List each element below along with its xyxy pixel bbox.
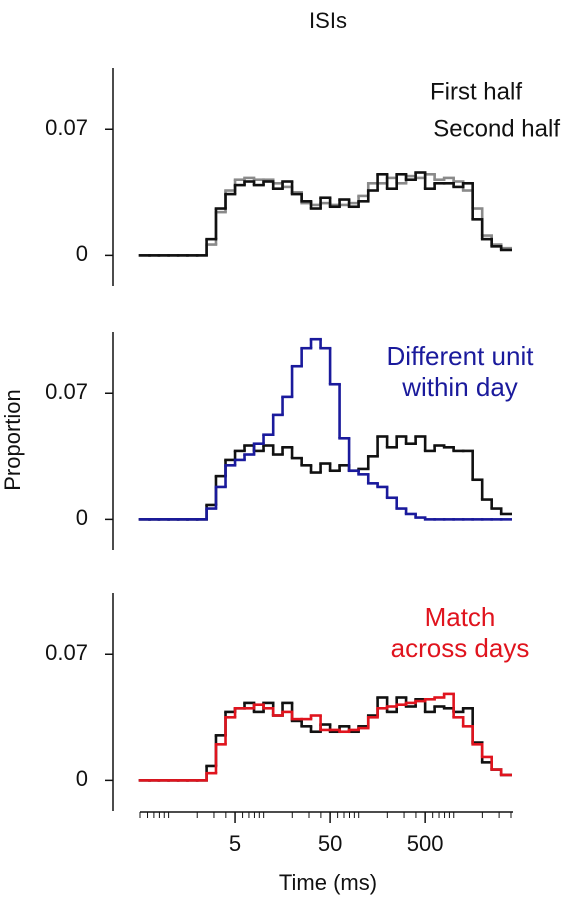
y-tick-label: 0	[76, 766, 88, 791]
y-tick-label: 0.07	[45, 115, 88, 140]
y-axis-label: Proportion	[0, 389, 25, 491]
y-tick-label: 0	[76, 241, 88, 266]
chart-title: ISIs	[309, 8, 347, 33]
y-tick-label: 0.07	[45, 640, 88, 665]
legend-entry: First half	[430, 78, 522, 105]
y-tick-label: 0.07	[45, 379, 88, 404]
legend-entry: Different unit within day	[386, 341, 534, 402]
y-tick-label: 0	[76, 505, 88, 530]
x-axis-label: Time (ms)	[279, 870, 377, 895]
x-tick-label: 500	[407, 831, 444, 856]
x-tick-label: 50	[318, 831, 342, 856]
x-tick-label: 5	[229, 831, 241, 856]
legend-entry: Second half	[433, 115, 560, 142]
legend-entry: Match across days	[390, 602, 530, 663]
